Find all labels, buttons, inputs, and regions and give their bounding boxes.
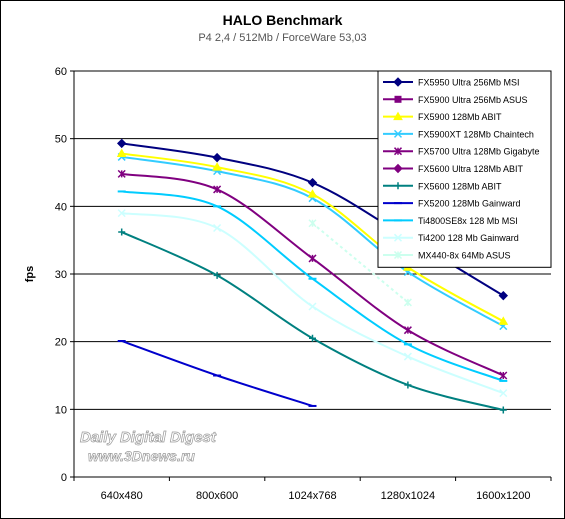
data-point xyxy=(307,189,318,198)
series-2 xyxy=(116,148,509,325)
series-line xyxy=(121,340,313,407)
x-tick-label: 1600x1200 xyxy=(476,490,530,502)
y-axis: 0 10 20 30 40 50 60 fps xyxy=(24,66,75,484)
x-tick-label: 1024x768 xyxy=(288,490,336,502)
series-8 xyxy=(117,190,508,382)
data-point xyxy=(118,228,126,236)
data-point xyxy=(212,162,222,171)
x-tick-label: 640x480 xyxy=(101,490,143,502)
data-point xyxy=(213,223,222,233)
series-layer xyxy=(116,138,509,414)
legend-label: Ti4200 128 Mb Gainward xyxy=(418,233,519,243)
legend-swatch-marker xyxy=(393,233,403,242)
legend-swatch-marker xyxy=(393,111,403,121)
y-axis-label: fps xyxy=(24,266,36,283)
chart-title: HALO Benchmark xyxy=(222,12,343,28)
watermark: Daily Digital Digest www.3Dnews.ru xyxy=(80,429,218,465)
legend-label: MX440-8x 64Mb ASUS xyxy=(418,251,511,261)
data-point xyxy=(403,352,412,361)
y-tick-label: 30 xyxy=(55,269,67,281)
legend-swatch-marker xyxy=(393,77,403,87)
legend: FX5950 Ultra 256Mb MSI FX5900 Ultra 256Mb… xyxy=(377,70,552,268)
data-point xyxy=(499,389,508,398)
legend-label: FX5700 Ultra 128Mb Gigabyte xyxy=(418,147,540,157)
legend-swatch-marker xyxy=(394,95,402,103)
watermark-line-1: Daily Digital Digest xyxy=(80,429,217,446)
y-tick-label: 0 xyxy=(61,472,67,484)
data-point xyxy=(309,334,316,342)
data-point xyxy=(308,219,317,228)
series-7 xyxy=(117,339,317,407)
legend-entry: FX5900 Ultra 256Mb ASUS xyxy=(383,95,528,105)
legend-entry: FX5600 128Mb ABIT xyxy=(383,181,502,191)
data-point xyxy=(403,326,412,335)
data-point xyxy=(213,271,221,279)
legend-entry: FX5950 Ultra 256Mb MSI xyxy=(383,77,520,88)
legend-entry: Ti4200 128 Mb Gainward xyxy=(383,233,519,243)
legend-entry: FX5200 128Mb Gainward xyxy=(383,199,521,209)
x-tick-label: 800x600 xyxy=(196,490,238,502)
legend-entry: FX5600 Ultra 128Mb ABIT xyxy=(383,163,524,174)
legend-swatch-marker xyxy=(394,182,402,190)
series-10 xyxy=(308,219,412,307)
data-point xyxy=(116,138,127,149)
data-point xyxy=(213,185,222,194)
y-tick-label: 10 xyxy=(55,404,67,416)
legend-label: FX5900XT 128Mb Chaintech xyxy=(418,129,534,139)
data-point xyxy=(404,381,412,389)
legend-entry: FX5900XT 128Mb Chaintech xyxy=(383,129,534,139)
chart-subtitle: P4 2,4 / 512Mb / ForceWare 53,03 xyxy=(198,32,367,44)
x-axis: 640x480 800x600 1024x768 1280x1024 1600x1200 xyxy=(73,476,552,502)
data-point xyxy=(499,371,508,380)
data-point xyxy=(117,209,126,218)
data-point xyxy=(117,169,126,178)
y-tick-label: 60 xyxy=(55,66,67,78)
legend-swatch-marker xyxy=(393,250,403,260)
legend-entry: FX5900 128Mb ABIT xyxy=(383,111,502,122)
data-point xyxy=(308,254,317,263)
legend-swatch-marker xyxy=(393,129,403,138)
y-tick-label: 20 xyxy=(55,337,67,349)
legend-label: FX5600 Ultra 128Mb ABIT xyxy=(418,164,524,174)
legend-label: FX5600 128Mb ABIT xyxy=(418,181,502,191)
legend-label: Ti4800SE8x 128 Mb MSI xyxy=(418,216,518,226)
legend-label: FX5950 Ultra 256Mb MSI xyxy=(418,78,520,88)
data-point xyxy=(498,316,509,325)
data-point xyxy=(499,406,507,414)
series-4 xyxy=(117,169,508,380)
legend-label: FX5900 128Mb ABIT xyxy=(418,112,502,122)
data-point xyxy=(403,298,412,307)
legend-label: FX5900 Ultra 256Mb ASUS xyxy=(418,95,528,105)
legend-entry: Ti4800SE8x 128 Mb MSI xyxy=(383,216,518,226)
legend-swatch-marker xyxy=(393,163,403,174)
legend-label: FX5200 128Mb Gainward xyxy=(418,199,521,209)
y-tick-label: 50 xyxy=(55,134,67,146)
data-point xyxy=(116,148,127,158)
series-6 xyxy=(118,228,507,414)
series-9 xyxy=(117,209,508,398)
x-tick-label: 1280x1024 xyxy=(381,490,435,502)
data-point xyxy=(307,177,318,188)
legend-entry: MX440-8x 64Mb ASUS xyxy=(383,251,511,261)
data-point xyxy=(308,302,317,311)
data-point xyxy=(212,152,222,163)
series-line xyxy=(311,222,409,304)
data-point xyxy=(498,290,509,301)
legend-entry: FX5700 Ultra 128Mb Gigabyte xyxy=(383,147,540,157)
watermark-line-2: www.3Dnews.ru xyxy=(88,448,195,464)
y-tick-label: 40 xyxy=(55,201,67,213)
legend-swatch-marker xyxy=(393,147,403,156)
